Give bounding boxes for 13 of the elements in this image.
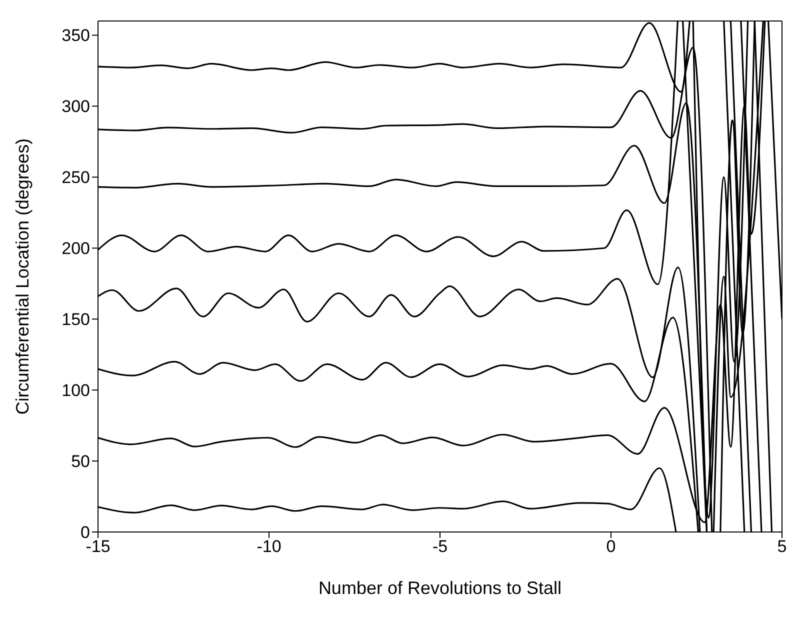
y-tick-label: 200 <box>62 239 90 258</box>
y-tick-label: 150 <box>62 310 90 330</box>
y-axis-title: Circumferential Location (degrees) <box>12 138 32 415</box>
x-axis-title: Number of Revolutions to Stall <box>318 578 562 598</box>
x-tick-label: -10 <box>256 537 282 556</box>
y-tick-label: 350 <box>62 26 90 46</box>
x-tick-label: 5 <box>777 537 787 556</box>
y-tick-label: 300 <box>62 97 90 116</box>
x-tick-label: -5 <box>432 537 448 556</box>
y-tick-label: 100 <box>62 381 90 400</box>
x-tick-label: 0 <box>606 537 616 556</box>
y-tick-label: 50 <box>71 452 90 472</box>
y-tick-label: 250 <box>62 168 90 188</box>
